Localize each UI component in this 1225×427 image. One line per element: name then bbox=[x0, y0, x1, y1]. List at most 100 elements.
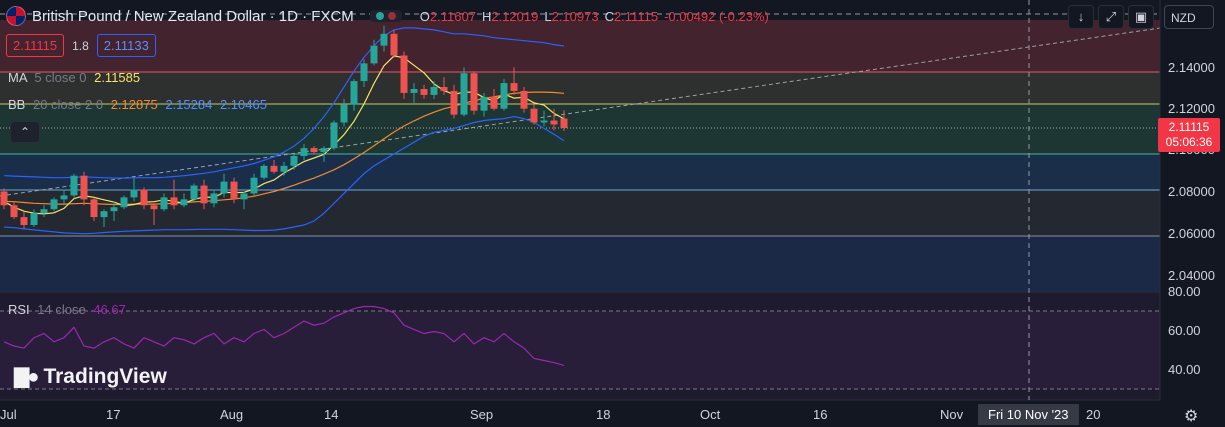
time-label: 16 bbox=[813, 407, 828, 422]
last-price-marker: 2.11115 05:06:36 bbox=[1158, 118, 1220, 152]
close-label: C bbox=[604, 8, 614, 24]
candle-body bbox=[170, 197, 178, 206]
candle-body bbox=[80, 175, 88, 200]
rsi-line bbox=[3, 305, 565, 366]
candle-body bbox=[20, 217, 28, 225]
expand-icon: ⤢ bbox=[1105, 9, 1117, 24]
bb-lower-value: 2.10465 bbox=[219, 97, 267, 112]
high-value: 2.12019 bbox=[491, 8, 539, 24]
candle-body bbox=[0, 191, 8, 206]
candle-body bbox=[430, 87, 438, 95]
bb-basis-value: 2.12875 bbox=[110, 97, 158, 112]
low-value: 2.10973 bbox=[551, 8, 599, 24]
series-layer bbox=[0, 25, 568, 366]
camera-icon: ▣ bbox=[1134, 9, 1148, 24]
candle-body bbox=[130, 189, 138, 198]
rsi-params: 14 close bbox=[37, 302, 86, 317]
data-status-icon bbox=[387, 12, 396, 20]
scroll-down-button[interactable]: ↓ bbox=[1068, 5, 1094, 29]
candle-body bbox=[190, 185, 198, 200]
price-label: 2.14000 bbox=[1168, 60, 1215, 75]
candle-body bbox=[390, 33, 398, 56]
candle-body bbox=[210, 193, 218, 204]
candle-body bbox=[180, 199, 188, 206]
candle-body bbox=[400, 55, 408, 93]
symbol-title[interactable]: British Pound / New Zealand Dollar · 1D … bbox=[32, 7, 354, 25]
time-label: Nov bbox=[940, 407, 964, 422]
candle-body bbox=[10, 205, 18, 218]
settings-gear-icon[interactable]: ⚙ bbox=[1184, 408, 1199, 425]
time-label: 20 bbox=[1086, 407, 1101, 422]
zone-olive bbox=[0, 72, 1160, 104]
arrow-down-icon: ↓ bbox=[1077, 9, 1085, 24]
rsi-value: 46.67 bbox=[93, 302, 126, 317]
buy-button[interactable]: 2.11133 bbox=[96, 34, 156, 57]
rsi-axis-label: 60.00 bbox=[1168, 323, 1201, 338]
time-label: Jul bbox=[0, 407, 17, 422]
currency-select[interactable]: NZD bbox=[1164, 5, 1214, 29]
tradingview-logo-icon: ▇● bbox=[14, 366, 40, 388]
time-label: 14 bbox=[324, 407, 339, 422]
candle-body bbox=[550, 120, 558, 125]
candle-body bbox=[200, 185, 208, 204]
candle-body bbox=[160, 197, 168, 210]
rsi-band bbox=[0, 311, 1160, 389]
candle-body bbox=[260, 165, 268, 178]
candle-body bbox=[470, 73, 478, 111]
ma-label: MA bbox=[8, 70, 27, 85]
market-status[interactable] bbox=[369, 10, 402, 22]
candle-body bbox=[530, 108, 538, 123]
candle-body bbox=[280, 165, 288, 172]
candle-body bbox=[70, 175, 78, 196]
candle-body bbox=[150, 205, 158, 210]
candle-body bbox=[370, 45, 378, 64]
bb-lower-line bbox=[3, 115, 565, 235]
bar-countdown: 05:06:36 bbox=[1165, 135, 1213, 149]
candle-body bbox=[500, 83, 508, 109]
price-label: 2.12000 bbox=[1168, 101, 1215, 116]
spread-value: 1.8 bbox=[72, 38, 89, 53]
bb-legend[interactable]: BB 20 close 2 0 2.12875 2.15284 2.10465 bbox=[8, 97, 267, 112]
low-label: L bbox=[544, 8, 552, 24]
candle-body bbox=[490, 96, 498, 109]
crosshair-time-label: Fri 10 Nov '23 bbox=[978, 404, 1079, 425]
rsi-label: RSI bbox=[8, 302, 30, 317]
candle-body bbox=[310, 148, 318, 153]
candle-body bbox=[40, 209, 48, 214]
candle-body bbox=[510, 83, 518, 91]
fullscreen-button[interactable]: ⤢ bbox=[1098, 5, 1124, 29]
rsi-legend[interactable]: RSI 14 close 46.67 bbox=[8, 302, 126, 317]
candle-body bbox=[440, 87, 448, 91]
candle-body bbox=[100, 211, 108, 218]
candle-body bbox=[220, 181, 228, 194]
time-label: 17 bbox=[106, 407, 121, 422]
screenshot-button[interactable]: ▣ bbox=[1128, 5, 1154, 29]
trend-line bbox=[0, 27, 1161, 197]
trade-panel: 2.11115 1.8 2.11133 bbox=[6, 34, 156, 57]
candle-body bbox=[320, 148, 328, 153]
rsi-axis-label: 80.00 bbox=[1168, 284, 1201, 299]
bb-upper-value: 2.15284 bbox=[165, 97, 213, 112]
candle-body bbox=[90, 199, 98, 218]
zone-green bbox=[0, 104, 1160, 154]
price-axis[interactable] bbox=[1160, 0, 1225, 427]
candle-body bbox=[460, 73, 468, 115]
candle-body bbox=[120, 197, 128, 208]
change-value: -0.00492 (-0.23%) bbox=[664, 8, 769, 24]
candle-body bbox=[420, 88, 428, 95]
currency-pair-flag-icon bbox=[6, 6, 26, 26]
time-label: Oct bbox=[700, 407, 721, 422]
candle-body bbox=[560, 118, 568, 129]
candle-body bbox=[60, 195, 68, 200]
bb-params: 20 close 2 0 bbox=[32, 97, 104, 112]
price-label: 2.08000 bbox=[1168, 184, 1215, 199]
collapse-legend-button[interactable]: ⌃ bbox=[10, 121, 40, 143]
zone-teal-blue bbox=[0, 154, 1160, 190]
sell-button[interactable]: 2.11115 bbox=[6, 34, 65, 57]
candle-body bbox=[300, 148, 308, 156]
time-label: Aug bbox=[220, 407, 244, 422]
candle-body bbox=[450, 90, 458, 115]
ma-legend[interactable]: MA 5 close 0 2.11585 bbox=[8, 70, 140, 85]
candle-body bbox=[30, 213, 38, 225]
